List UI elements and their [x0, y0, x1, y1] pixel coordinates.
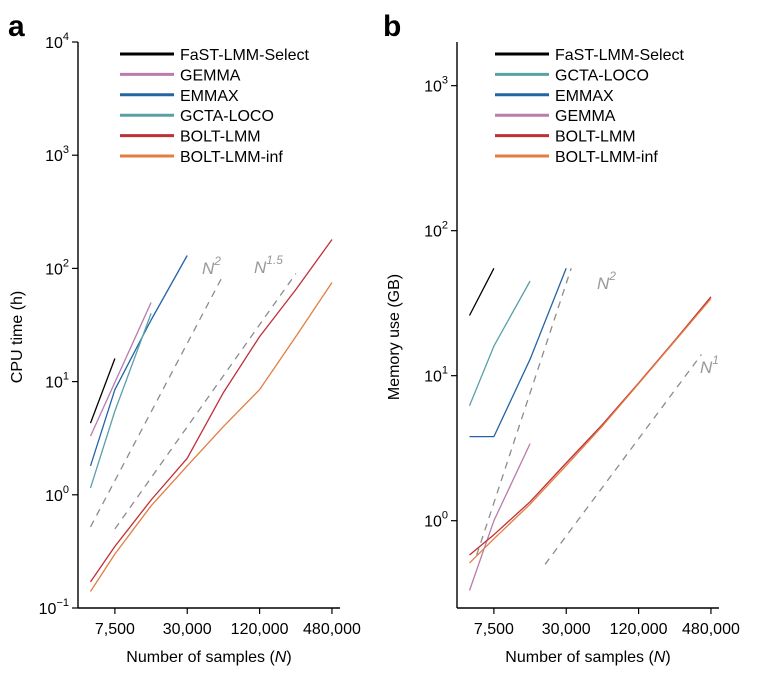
x-axis-title-close: ) [665, 649, 670, 666]
reference-label-exponent: 2 [608, 269, 616, 283]
reference-line-label: N1 [700, 353, 719, 377]
y-tick-label-base: 10 [45, 488, 63, 505]
series-line-bolt-lmm [89, 239, 333, 583]
y-tick-label: 100 [45, 484, 69, 505]
reference-line [89, 274, 224, 528]
reference-label-exponent: 1.5 [266, 253, 283, 267]
series-line-gemma [468, 443, 531, 591]
legend-label: GCTA-LOCO [180, 108, 274, 125]
y-tick-label-base: 10 [45, 261, 63, 278]
y-tick-label-base: 10 [424, 224, 442, 241]
y-tick-label: 102 [45, 257, 69, 278]
y-tick-label-base: 10 [424, 514, 442, 531]
x-axis-title-text: Number of samples ( [505, 649, 654, 666]
x-tick-label: 7,500 [474, 621, 514, 638]
legend-label: EMMAX [180, 88, 239, 105]
reference-line [476, 268, 572, 556]
x-axis-title-text: Number of samples ( [126, 649, 275, 666]
y-tick-label-base: 10 [39, 601, 57, 618]
y-tick-label-exponent: 0 [63, 484, 69, 496]
y-tick-label-exponent: 4 [63, 31, 69, 43]
y-tick-label-exponent: 1 [63, 371, 69, 383]
y-tick-label-exponent: 3 [442, 75, 448, 87]
legend-label: BOLT-LMM-inf [555, 149, 658, 166]
y-tick-label-base: 10 [424, 369, 442, 386]
legend: FaST-LMM-Select GCTA-LOCO EMMAX GEMMA BOLT-L… [495, 47, 684, 166]
y-tick-label-exponent: 0 [442, 510, 448, 522]
y-tick-label-base: 10 [45, 35, 63, 52]
series-line-bolt-lmm-inf [469, 298, 712, 564]
legend: FaST-LMM-Select GEMMA EMMAX GCTA-LOCO BOLT-L… [120, 47, 309, 166]
legend-label: FaST-LMM-Select [555, 47, 684, 64]
legend-label: BOLT-LMM-inf [180, 149, 283, 166]
y-tick-label: 104 [45, 31, 69, 52]
y-tick-label-exponent: 1 [442, 365, 448, 377]
y-tick-label: 101 [45, 371, 69, 392]
x-axis-title-variable: N [275, 649, 287, 666]
x-axis-title-variable: N [654, 649, 666, 666]
series-line-fast-lmm-select [89, 358, 116, 424]
x-axis-title: Number of samples (N) [126, 649, 291, 666]
legend-label: GCTA-LOCO [555, 67, 649, 84]
reference-line [114, 273, 297, 530]
y-axis-title: CPU time (h) [9, 291, 26, 383]
y-tick-label: 10−1 [39, 597, 69, 618]
panel-letter-a: a [8, 10, 25, 43]
reference-label-base: N [202, 259, 215, 278]
series-line-gemma [89, 302, 152, 437]
reference-line-label: N2 [202, 254, 221, 278]
reference-line [544, 354, 702, 565]
reference-line-label: N1.5 [254, 253, 283, 277]
y-tick-label: 103 [424, 75, 448, 96]
x-tick-label: 120,000 [231, 621, 289, 638]
reference-label-exponent: 2 [213, 254, 221, 268]
legend-label: BOLT-LMM [555, 129, 636, 146]
series-line-bolt-lmm-inf [89, 282, 333, 592]
y-tick-label: 101 [424, 365, 448, 386]
series-line-fast-lmm-select [468, 268, 495, 316]
series-line-gcta-loco [468, 280, 531, 407]
y-tick-label-base: 10 [424, 79, 442, 96]
series-line-gcta-loco [89, 313, 152, 489]
x-tick-label: 120,000 [610, 621, 668, 638]
series-line-emmax [469, 268, 567, 438]
y-tick-label-exponent: −1 [56, 597, 69, 609]
x-tick-label: 30,000 [542, 621, 591, 638]
y-tick-label: 100 [424, 510, 448, 531]
x-tick-label: 7,500 [95, 621, 135, 638]
y-tick-label-exponent: 2 [63, 257, 69, 269]
x-tick-label: 480,000 [682, 621, 740, 638]
reference-line-label: N2 [597, 269, 616, 293]
legend-label: GEMMA [555, 108, 616, 125]
y-tick-label-base: 10 [45, 375, 63, 392]
series-line-emmax [89, 255, 188, 467]
panel-letter-b: b [383, 10, 401, 43]
y-tick-label-base: 10 [45, 148, 63, 165]
reference-label-base: N [597, 274, 610, 293]
y-tick-label: 102 [424, 220, 448, 241]
x-tick-label: 480,000 [303, 621, 361, 638]
y-axis-title: Memory use (GB) [386, 274, 403, 400]
legend-label: EMMAX [555, 88, 614, 105]
legend-label: FaST-LMM-Select [180, 47, 309, 64]
reference-label-base: N [254, 258, 267, 277]
y-tick-label-exponent: 2 [442, 220, 448, 232]
legend-label: BOLT-LMM [180, 129, 261, 146]
series-line-bolt-lmm [469, 296, 712, 556]
x-axis-title-close: ) [286, 649, 291, 666]
reference-label-exponent: 1 [712, 353, 719, 367]
x-axis-title: Number of samples (N) [505, 649, 670, 666]
y-tick-label-exponent: 3 [63, 144, 69, 156]
x-tick-label: 30,000 [163, 621, 212, 638]
legend-label: GEMMA [180, 67, 241, 84]
reference-label-base: N [700, 358, 713, 377]
y-tick-label: 103 [45, 144, 69, 165]
